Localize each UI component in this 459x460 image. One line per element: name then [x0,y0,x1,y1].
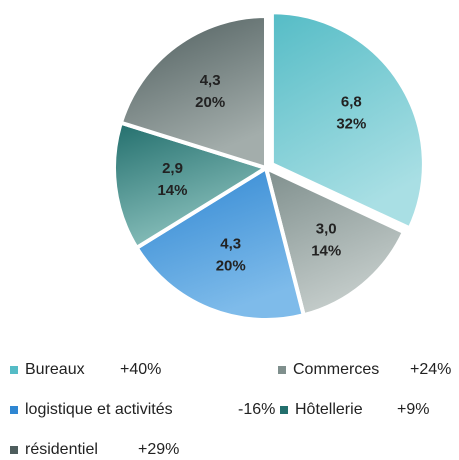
pie-slice [133,164,307,322]
slice-percent-label: 20% [216,257,246,274]
slice-value-label: 4,3 [200,72,221,89]
legend-label: Commerces [293,361,379,378]
pie-slice [263,164,407,318]
legend-change: -16% [238,401,275,418]
slice-percent-label: 14% [157,182,187,199]
slice-percent-label: 14% [311,242,341,259]
legend-label: logistique et activités [25,401,173,418]
legend-swatch [10,446,18,454]
slice-percent-label: 32% [336,116,366,133]
slice-percent-label: 20% [195,94,225,111]
pie-slice [112,120,271,251]
legend-swatch [10,406,18,414]
slice-value-label: 4,3 [220,235,241,252]
pie-slice [269,10,426,231]
legend-label: Hôtellerie [295,401,363,418]
slice-value-label: 6,8 [341,94,362,111]
legend-swatch [280,406,288,414]
legend-change: +40% [120,361,161,378]
slice-value-label: 3,0 [316,220,337,237]
legend-swatch [10,366,18,374]
legend-label: résidentiel [25,441,98,458]
slice-value-label: 2,9 [162,160,183,177]
legend-change: +29% [138,441,179,458]
legend-change: +24% [410,361,451,378]
legend-swatch [278,366,286,374]
legend-label: Bureaux [25,361,85,378]
legend-change: +9% [397,401,429,418]
pie-slice [118,13,268,171]
